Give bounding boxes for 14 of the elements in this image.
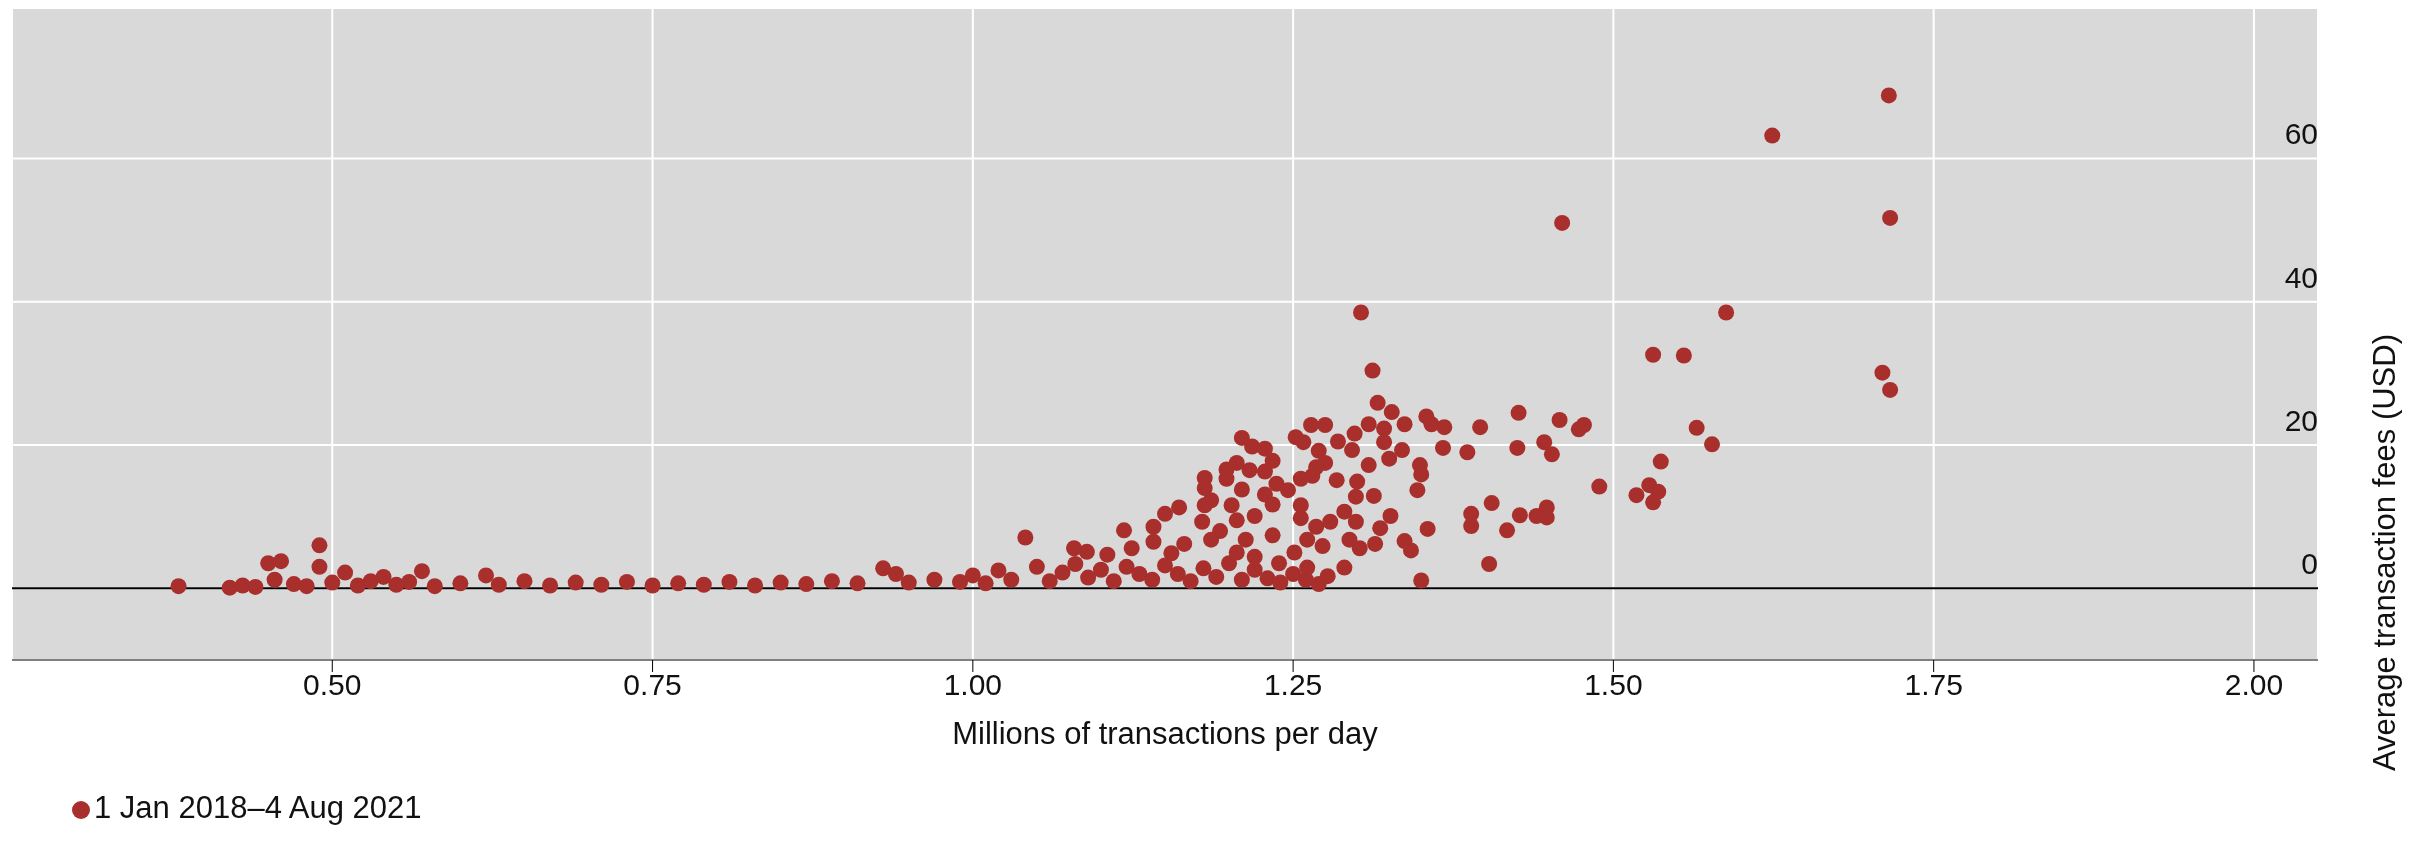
x-axis-title: Millions of transactions per day bbox=[952, 716, 1379, 752]
y-axis-title: Average transaction fees (USD) bbox=[2367, 334, 2402, 772]
x-tick-label: 1.75 bbox=[1904, 668, 1963, 702]
x-tick-label: 1.25 bbox=[1263, 668, 1323, 702]
x-tick-label: 2.00 bbox=[2224, 668, 2284, 702]
y-tick-label: 20 bbox=[2284, 404, 2318, 438]
y-tick-label: 40 bbox=[2284, 260, 2318, 294]
x-tick-label: 1.50 bbox=[1584, 668, 1643, 702]
y-tick-label: 60 bbox=[2284, 117, 2318, 151]
legend-label: 1 Jan 2018–4 Aug 2021 bbox=[94, 790, 422, 825]
x-tick-label: 1.00 bbox=[943, 668, 1003, 702]
x-tick-label: 0.75 bbox=[623, 668, 682, 702]
y-tick-label: 0 bbox=[2301, 547, 2318, 581]
x-tick-label: 0.50 bbox=[303, 668, 362, 702]
